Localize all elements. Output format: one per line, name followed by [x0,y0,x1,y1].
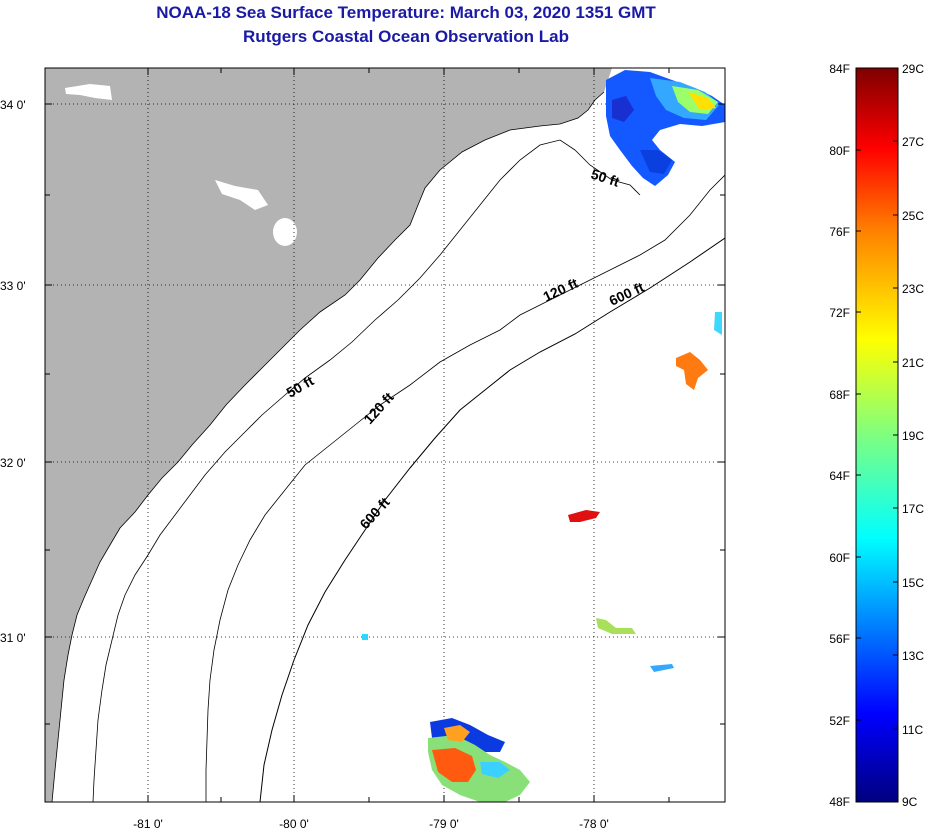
colorbar-c-label: 9C [902,795,918,809]
colorbar-f-label: 72F [829,306,850,320]
colorbar-c-label: 21C [902,356,924,370]
colorbar-c-label: 11C [902,723,923,737]
colorbar-c-label: 19C [902,429,924,443]
graticule [45,68,725,802]
colorbar-f-label: 52F [829,714,850,728]
lake [65,84,112,100]
colorbar-c-label: 17C [902,502,924,516]
lat-label: 34 0' [0,98,26,112]
colorbar-c-label: 15C [902,576,924,590]
lon-label: -79 0' [429,817,459,831]
map-subtitle: Rutgers Coastal Ocean Observation Lab [243,27,569,46]
lat-label: 32 0' [0,456,26,470]
sst-data [362,70,725,802]
colorbar-c-label: 23C [902,282,924,296]
colorbar-f-label: 64F [829,469,850,483]
colorbar: 84F 80F 76F 72F 68F 64F 60F 56F 52F 48F … [829,62,924,809]
map-frame [44,67,726,803]
map-ticks [45,68,725,802]
colorbar-f-label: 76F [829,225,850,239]
colorbar-f-label: 48F [829,795,850,809]
colorbar-f-label: 56F [829,632,850,646]
map-panel: 50 ft 120 ft 600 ft 50 ft 120 ft 600 ft [45,68,725,802]
lat-label: 31 0' [0,631,26,645]
colorbar-c-label: 13C [902,649,924,663]
lake [273,218,297,246]
contour-50ft [92,139,641,802]
coastline [51,91,605,802]
contour-120ft [205,174,725,802]
lon-label: -80 0' [279,817,309,831]
lake [215,180,268,210]
colorbar-c-label: 27C [902,135,924,149]
map-title: NOAA-18 Sea Surface Temperature: March 0… [156,3,656,22]
colorbar-c-label: 25C [902,209,924,223]
colorbar-c-label: 29C [902,62,924,76]
lon-label: -81 0' [133,817,163,831]
land-area [45,68,612,802]
colorbar-gradient [855,67,899,803]
colorbar-f-label: 84F [829,62,850,76]
lon-label: -78 0' [579,817,609,831]
colorbar-f-label: 68F [829,388,850,402]
contour-600ft [259,237,725,802]
colorbar-f-label: 80F [829,144,850,158]
colorbar-f-label: 60F [829,551,850,565]
lat-label: 33 0' [0,279,26,293]
